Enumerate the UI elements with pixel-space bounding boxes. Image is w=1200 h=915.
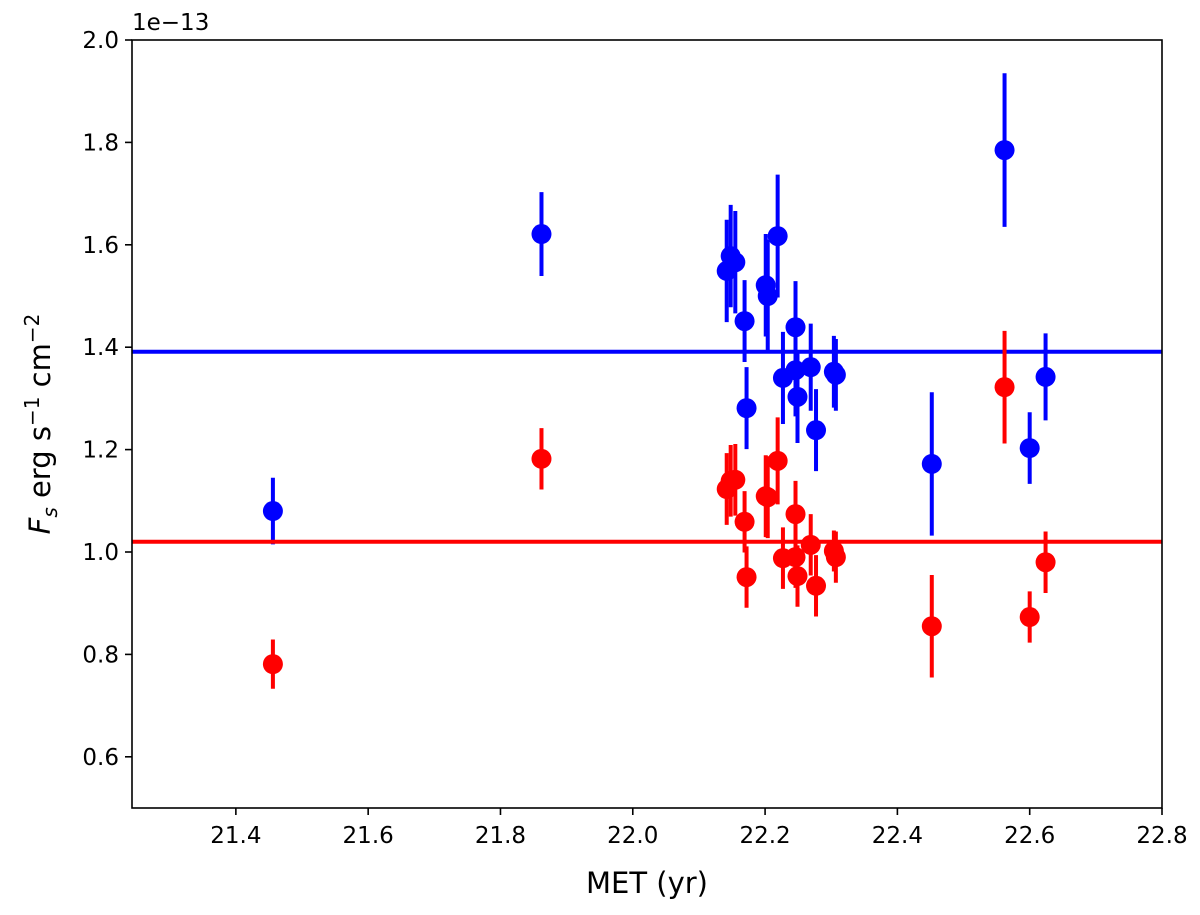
- data-point: [736, 567, 757, 588]
- x-tick-label: 22.6: [1004, 823, 1055, 849]
- y-tick-label: 0.6: [82, 745, 119, 771]
- x-tick-label: 22.8: [1136, 823, 1187, 849]
- data-point: [531, 224, 552, 245]
- y-axis-label: Fs erg s−1 cm−2: [20, 314, 62, 535]
- data-point: [531, 448, 552, 469]
- y-label-main: F: [23, 516, 57, 534]
- data-point: [757, 487, 778, 508]
- y-tick-label: 1.2: [82, 438, 119, 464]
- y-label-rest2: cm: [23, 343, 57, 396]
- data-point: [262, 654, 283, 675]
- data-point: [734, 511, 755, 532]
- data-point: [1035, 552, 1056, 573]
- x-tick-label: 21.4: [210, 823, 261, 849]
- y-tick-label: 1.0: [82, 540, 119, 566]
- y-offset-label: 1e−13: [132, 10, 209, 36]
- data-point: [800, 357, 821, 378]
- data-point: [1035, 366, 1056, 387]
- y-tick-label: 1.6: [82, 233, 119, 259]
- y-axis: 0.6 0.8 1.0 1.2 1.4 1.6 1.8 2.0: [82, 28, 132, 771]
- x-tick-label: 22.2: [739, 823, 790, 849]
- x-tick-label: 22.4: [872, 823, 923, 849]
- data-point: [767, 226, 788, 247]
- data-point: [825, 364, 846, 385]
- data-point: [800, 534, 821, 555]
- data-point: [757, 286, 778, 306]
- data-point: [1019, 438, 1040, 459]
- x-tick-label: 21.8: [475, 823, 526, 849]
- y-label-sup2: −2: [20, 314, 44, 343]
- data-point: [825, 547, 846, 568]
- data-point: [785, 360, 806, 381]
- data-point: [787, 566, 808, 587]
- x-tick-label: 21.6: [343, 823, 394, 849]
- data-point: [734, 311, 755, 332]
- data-point: [921, 453, 942, 474]
- data-point: [994, 377, 1015, 398]
- y-tick-label: 1.8: [82, 130, 119, 156]
- data-point: [785, 317, 806, 338]
- data-point: [806, 420, 827, 441]
- x-axis: 21.4 21.6 21.8 22.0 22.2 22.4 22.6 22.8: [210, 808, 1188, 849]
- y-tick-label: 1.4: [82, 335, 119, 361]
- data-point: [806, 575, 827, 596]
- data-point: [994, 140, 1015, 161]
- data-point: [725, 469, 746, 490]
- y-label-rest1: erg s: [23, 426, 57, 507]
- data-point: [921, 616, 942, 637]
- y-tick-label: 2.0: [82, 28, 119, 54]
- data-point: [262, 501, 283, 522]
- y-label-sub: s: [38, 507, 62, 517]
- plot-frame: [131, 39, 1163, 809]
- data-point: [725, 252, 746, 273]
- plot-marks: [132, 73, 1162, 689]
- data-point: [767, 450, 788, 471]
- data-point: [785, 547, 806, 568]
- y-label-sup1: −1: [20, 397, 44, 426]
- y-tick-label: 0.8: [82, 642, 119, 668]
- data-point: [787, 386, 808, 407]
- x-tick-label: 22.0: [607, 823, 658, 849]
- data-point: [736, 398, 757, 419]
- data-point: [785, 504, 806, 525]
- data-point: [1019, 607, 1040, 628]
- x-axis-label: MET (yr): [586, 866, 708, 900]
